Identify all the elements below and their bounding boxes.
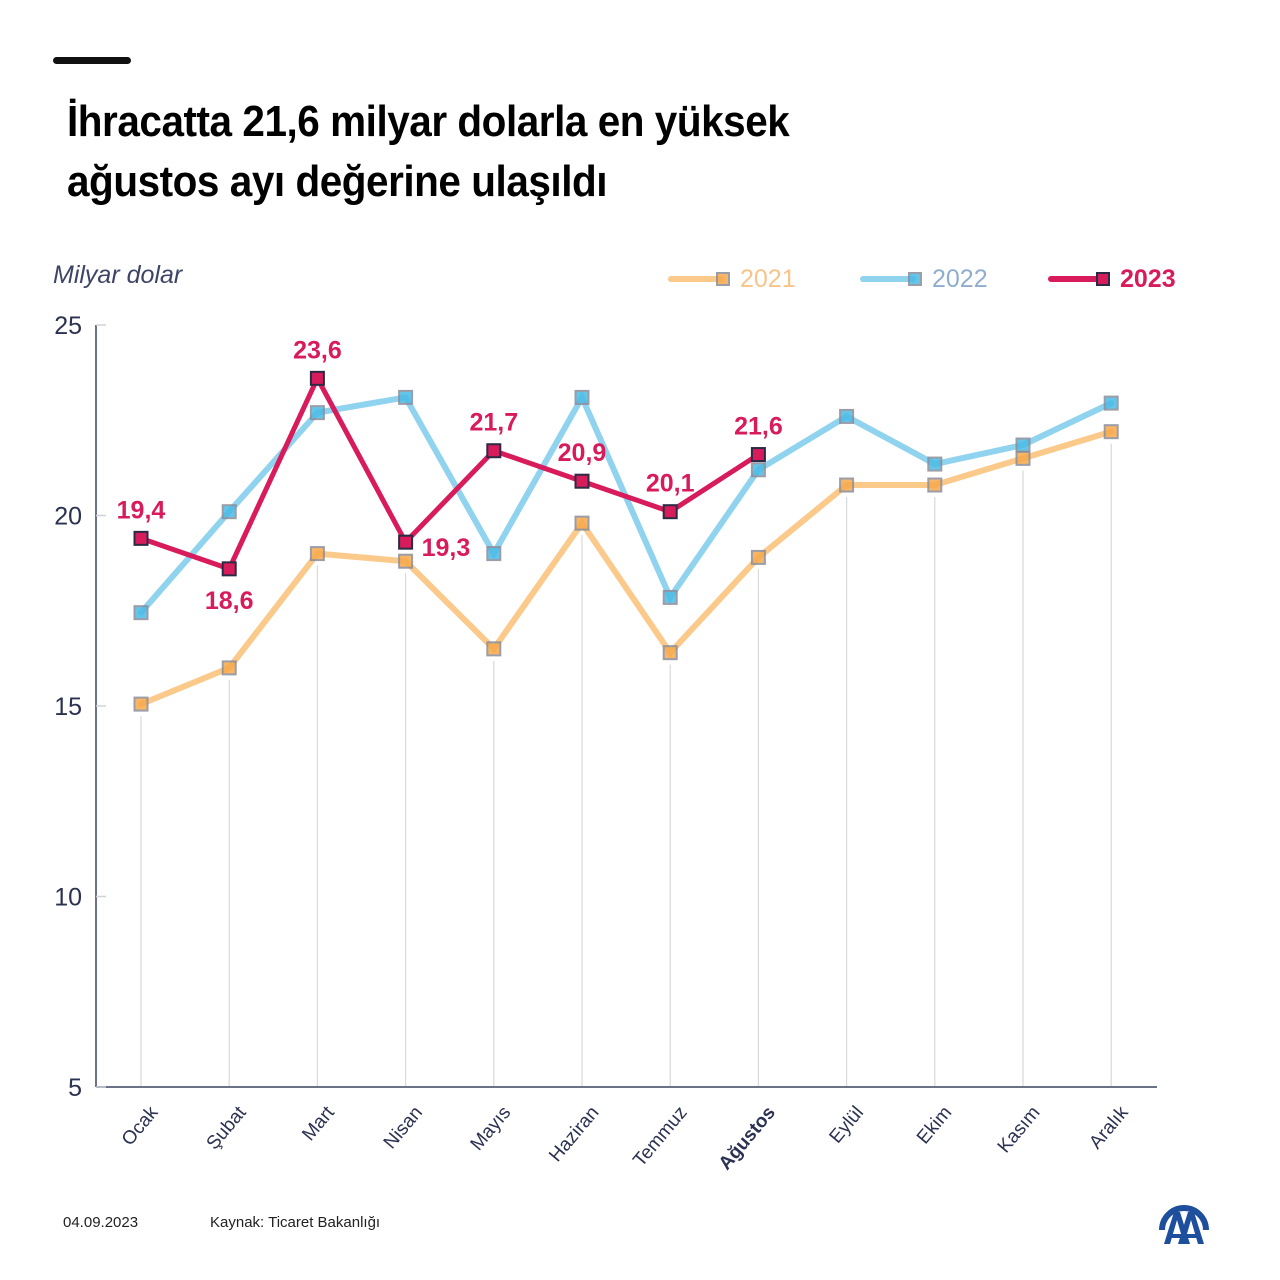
aa-logo-icon	[1159, 1205, 1209, 1244]
data-point-2022	[133, 605, 149, 621]
data-point-2022	[398, 389, 414, 405]
data-label-2023: 19,4	[117, 496, 166, 524]
data-point-2021	[839, 477, 855, 493]
data-point-2023	[221, 561, 237, 577]
series-line-2023	[138, 372, 761, 572]
data-label-2023: 21,7	[469, 409, 518, 437]
source-note: Kaynak: Ticaret Bakanlığı	[210, 1214, 381, 1231]
y-tick-label: 20	[54, 503, 82, 531]
data-point-2021	[486, 641, 502, 657]
data-point-2023	[133, 530, 149, 546]
data-point-2022	[574, 389, 590, 405]
data-point-2022	[839, 408, 855, 424]
decorative-top-bar	[53, 57, 131, 64]
legend-item-2021: 2021	[668, 262, 796, 296]
legend-item-2023: 2023	[1048, 262, 1176, 296]
legend-item-2022: 2022	[860, 262, 988, 296]
data-point-2023	[662, 504, 678, 520]
y-tick-label: 25	[54, 312, 82, 340]
x-tick-label: Temmuz	[629, 1102, 691, 1170]
x-tick-label: Aralık	[1085, 1102, 1133, 1153]
data-point-2023	[574, 473, 590, 489]
grid-lines	[140, 443, 1112, 1087]
data-point-2022	[1103, 395, 1119, 411]
series-line-2022	[138, 390, 1115, 616]
data-point-2021	[398, 553, 414, 569]
x-tick-label: Eylül	[826, 1102, 869, 1147]
data-label-2023: 21,6	[734, 413, 783, 441]
legend-label-2022: 2022	[932, 264, 988, 293]
data-point-2022	[750, 462, 766, 478]
legend-swatch-2022	[860, 269, 922, 289]
x-tick-label: Kasım	[994, 1102, 1045, 1157]
data-labels: 19,4 18,6 23,6 19,3 21,7 20,9 20,1 21,6	[117, 336, 783, 615]
data-point-2021	[1103, 424, 1119, 440]
data-point-2021	[662, 645, 678, 661]
data-label-2023: 20,9	[558, 439, 607, 467]
data-point-2022	[221, 504, 237, 520]
data-point-2023	[398, 534, 414, 550]
x-tick-label: Ocak	[118, 1102, 163, 1150]
legend-swatch-2021	[668, 269, 730, 289]
title-line-2: ağustos ayı değerine ulaşıldı	[67, 157, 608, 206]
data-point-2021	[574, 515, 590, 531]
y-axis-unit-label: Milyar dolar	[53, 261, 183, 289]
series-line-2021	[138, 428, 1115, 708]
y-tick-label: 5	[68, 1074, 82, 1102]
x-tick-label: Ağustos	[715, 1102, 780, 1174]
page-title: İhracatta 21,6 milyar dolarla en yüksek …	[67, 92, 987, 212]
data-label-2023: 20,1	[646, 470, 695, 498]
x-tick-label: Mayıs	[467, 1102, 516, 1154]
series-2023	[133, 370, 766, 577]
data-point-2022	[486, 546, 502, 562]
data-point-2021	[1015, 450, 1031, 466]
data-point-2021	[309, 546, 325, 562]
legend-label-2021: 2021	[740, 264, 796, 293]
x-tick-label: Mart	[298, 1102, 339, 1145]
data-label-2023: 23,6	[293, 336, 342, 364]
data-point-2021	[750, 549, 766, 565]
data-point-2022	[309, 405, 325, 421]
y-tick-label: 15	[54, 693, 82, 721]
x-tick-label: Şubat	[203, 1102, 251, 1154]
data-point-2022	[1015, 437, 1031, 453]
y-tick-label: 10	[54, 884, 82, 912]
x-tick-label: Haziran	[545, 1102, 603, 1166]
series	[133, 370, 1119, 712]
series-2021	[133, 424, 1119, 712]
data-point-2022	[927, 456, 943, 472]
x-tick-label: Nisan	[380, 1102, 427, 1153]
data-point-2023	[750, 447, 766, 463]
legend-label-2023: 2023	[1120, 264, 1176, 293]
data-label-2023: 19,3	[422, 534, 471, 562]
legend-swatch-2023	[1048, 269, 1110, 289]
publication-date: 04.09.2023	[63, 1214, 139, 1231]
data-label-2023: 18,6	[205, 587, 254, 615]
title-line-1: İhracatta 21,6 milyar dolarla en yüksek	[67, 97, 790, 146]
data-point-2023	[309, 370, 325, 386]
data-point-2021	[927, 477, 943, 493]
data-point-2023	[486, 443, 502, 459]
data-point-2021	[221, 660, 237, 676]
data-point-2021	[133, 696, 149, 712]
x-tick-label: Ekim	[913, 1102, 956, 1148]
data-point-2022	[662, 589, 678, 605]
